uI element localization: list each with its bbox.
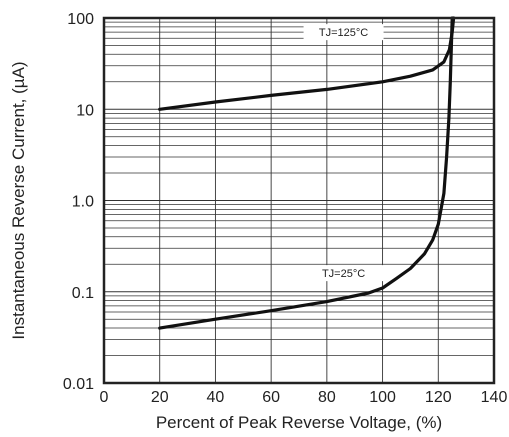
curve-label-bg — [303, 24, 384, 41]
x-tick-label: 80 — [318, 389, 336, 406]
x-tick-label: 120 — [425, 389, 452, 406]
curve-label-1: TJ=25°C — [322, 268, 365, 280]
x-tick-label: 100 — [369, 389, 396, 406]
chart-curves — [158, 16, 456, 330]
curve-label-0: TJ=125°C — [319, 27, 368, 39]
y-tick-label: 0.1 — [72, 285, 94, 302]
x-tick-label: 140 — [481, 389, 508, 406]
x-tick-label: 0 — [100, 389, 109, 406]
series-line-1 — [158, 16, 454, 330]
chart-grid — [104, 18, 494, 383]
tick-labels: 0 20 40 60 80 100 120 140 0.01 0.1 1.0 10 100 — [63, 11, 508, 406]
x-tick-label: 60 — [262, 389, 280, 406]
y-tick-label: 0.01 — [63, 376, 94, 393]
y-axis-label: Instantaneous Reverse Current, (µA) — [9, 61, 28, 339]
y-tick-label: 10 — [76, 102, 94, 119]
curve-labels: TJ=125°C TJ=25°C — [303, 24, 384, 282]
curve-label-bg — [303, 265, 384, 282]
y-tick-label: 1.0 — [72, 194, 94, 211]
x-axis-label: Percent of Peak Reverse Voltage, (%) — [156, 413, 442, 432]
x-tick-label: 40 — [207, 389, 225, 406]
x-tick-label: 20 — [151, 389, 169, 406]
plot-frame — [102, 16, 496, 385]
y-tick-label: 100 — [67, 11, 94, 28]
